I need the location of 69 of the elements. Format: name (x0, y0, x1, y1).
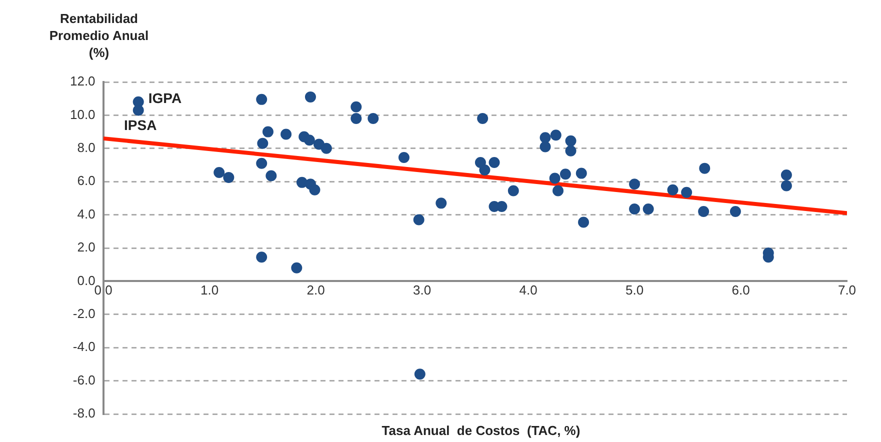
y-tick-label: -6.0 (72, 372, 96, 388)
point (780, 169, 792, 180)
point (350, 101, 362, 112)
point (576, 168, 587, 179)
point (549, 172, 560, 184)
point (414, 368, 426, 380)
x-tick-label: 6.0 (732, 282, 750, 298)
y-tick-label: 6.0 (77, 173, 96, 188)
point (280, 128, 292, 140)
y-tick-label: 0.0 (77, 272, 96, 288)
point (550, 130, 562, 141)
point (565, 145, 576, 156)
y-tick-label: 2.0 (77, 240, 96, 255)
annotation: IGPA (148, 90, 182, 106)
y-tick-label: 4.0 (77, 206, 96, 222)
y-tick-label: 10.0 (70, 106, 96, 122)
y-tick-label: -4.0 (72, 339, 96, 354)
annotation: IPSA (124, 117, 157, 134)
x-tick-label: 1.0 (200, 282, 219, 298)
point (540, 141, 551, 152)
point (629, 178, 640, 190)
point (214, 166, 225, 178)
point (629, 203, 640, 214)
y-tick-label: 12.0 (70, 74, 96, 89)
y-tick-label: 8.0 (77, 140, 96, 155)
x-tick-label: 7.0 (838, 282, 856, 298)
point (291, 262, 302, 274)
point (256, 252, 268, 263)
point (477, 113, 488, 124)
y-tick-label: -2.0 (72, 306, 96, 321)
point (320, 142, 332, 154)
point (699, 162, 710, 174)
x-tick-label: 3.0 (412, 282, 432, 298)
point (257, 138, 268, 149)
point (730, 206, 741, 217)
point (296, 176, 308, 188)
point (304, 91, 316, 102)
point (642, 203, 654, 214)
point (368, 113, 379, 124)
point (309, 184, 320, 196)
point (508, 185, 519, 196)
point (266, 170, 277, 182)
point (256, 94, 268, 105)
point (256, 158, 268, 169)
point (698, 206, 710, 217)
point (780, 180, 792, 192)
point (578, 216, 590, 228)
point (436, 198, 447, 209)
point (552, 185, 564, 196)
point (560, 168, 571, 180)
point (540, 132, 551, 144)
point (413, 214, 424, 226)
point (132, 104, 144, 116)
x-tick-label: 5.0 (625, 282, 644, 298)
point (223, 172, 234, 183)
point (488, 157, 500, 168)
point (398, 152, 410, 164)
x-axis-title: Tasa Anual de Costos (TAC, %) (380, 423, 582, 438)
y-tick-label: -8.0 (72, 406, 96, 421)
point (565, 135, 576, 146)
point (304, 134, 315, 146)
point (479, 164, 490, 176)
point (667, 184, 678, 196)
point (681, 186, 692, 198)
point (262, 126, 274, 138)
x-tick-label: 4.0 (519, 282, 538, 298)
y-axis-title: Rentabilidad Promedio Anual (%) (48, 10, 150, 61)
point (350, 113, 362, 124)
x-tick-label: 2.0 (306, 282, 325, 298)
